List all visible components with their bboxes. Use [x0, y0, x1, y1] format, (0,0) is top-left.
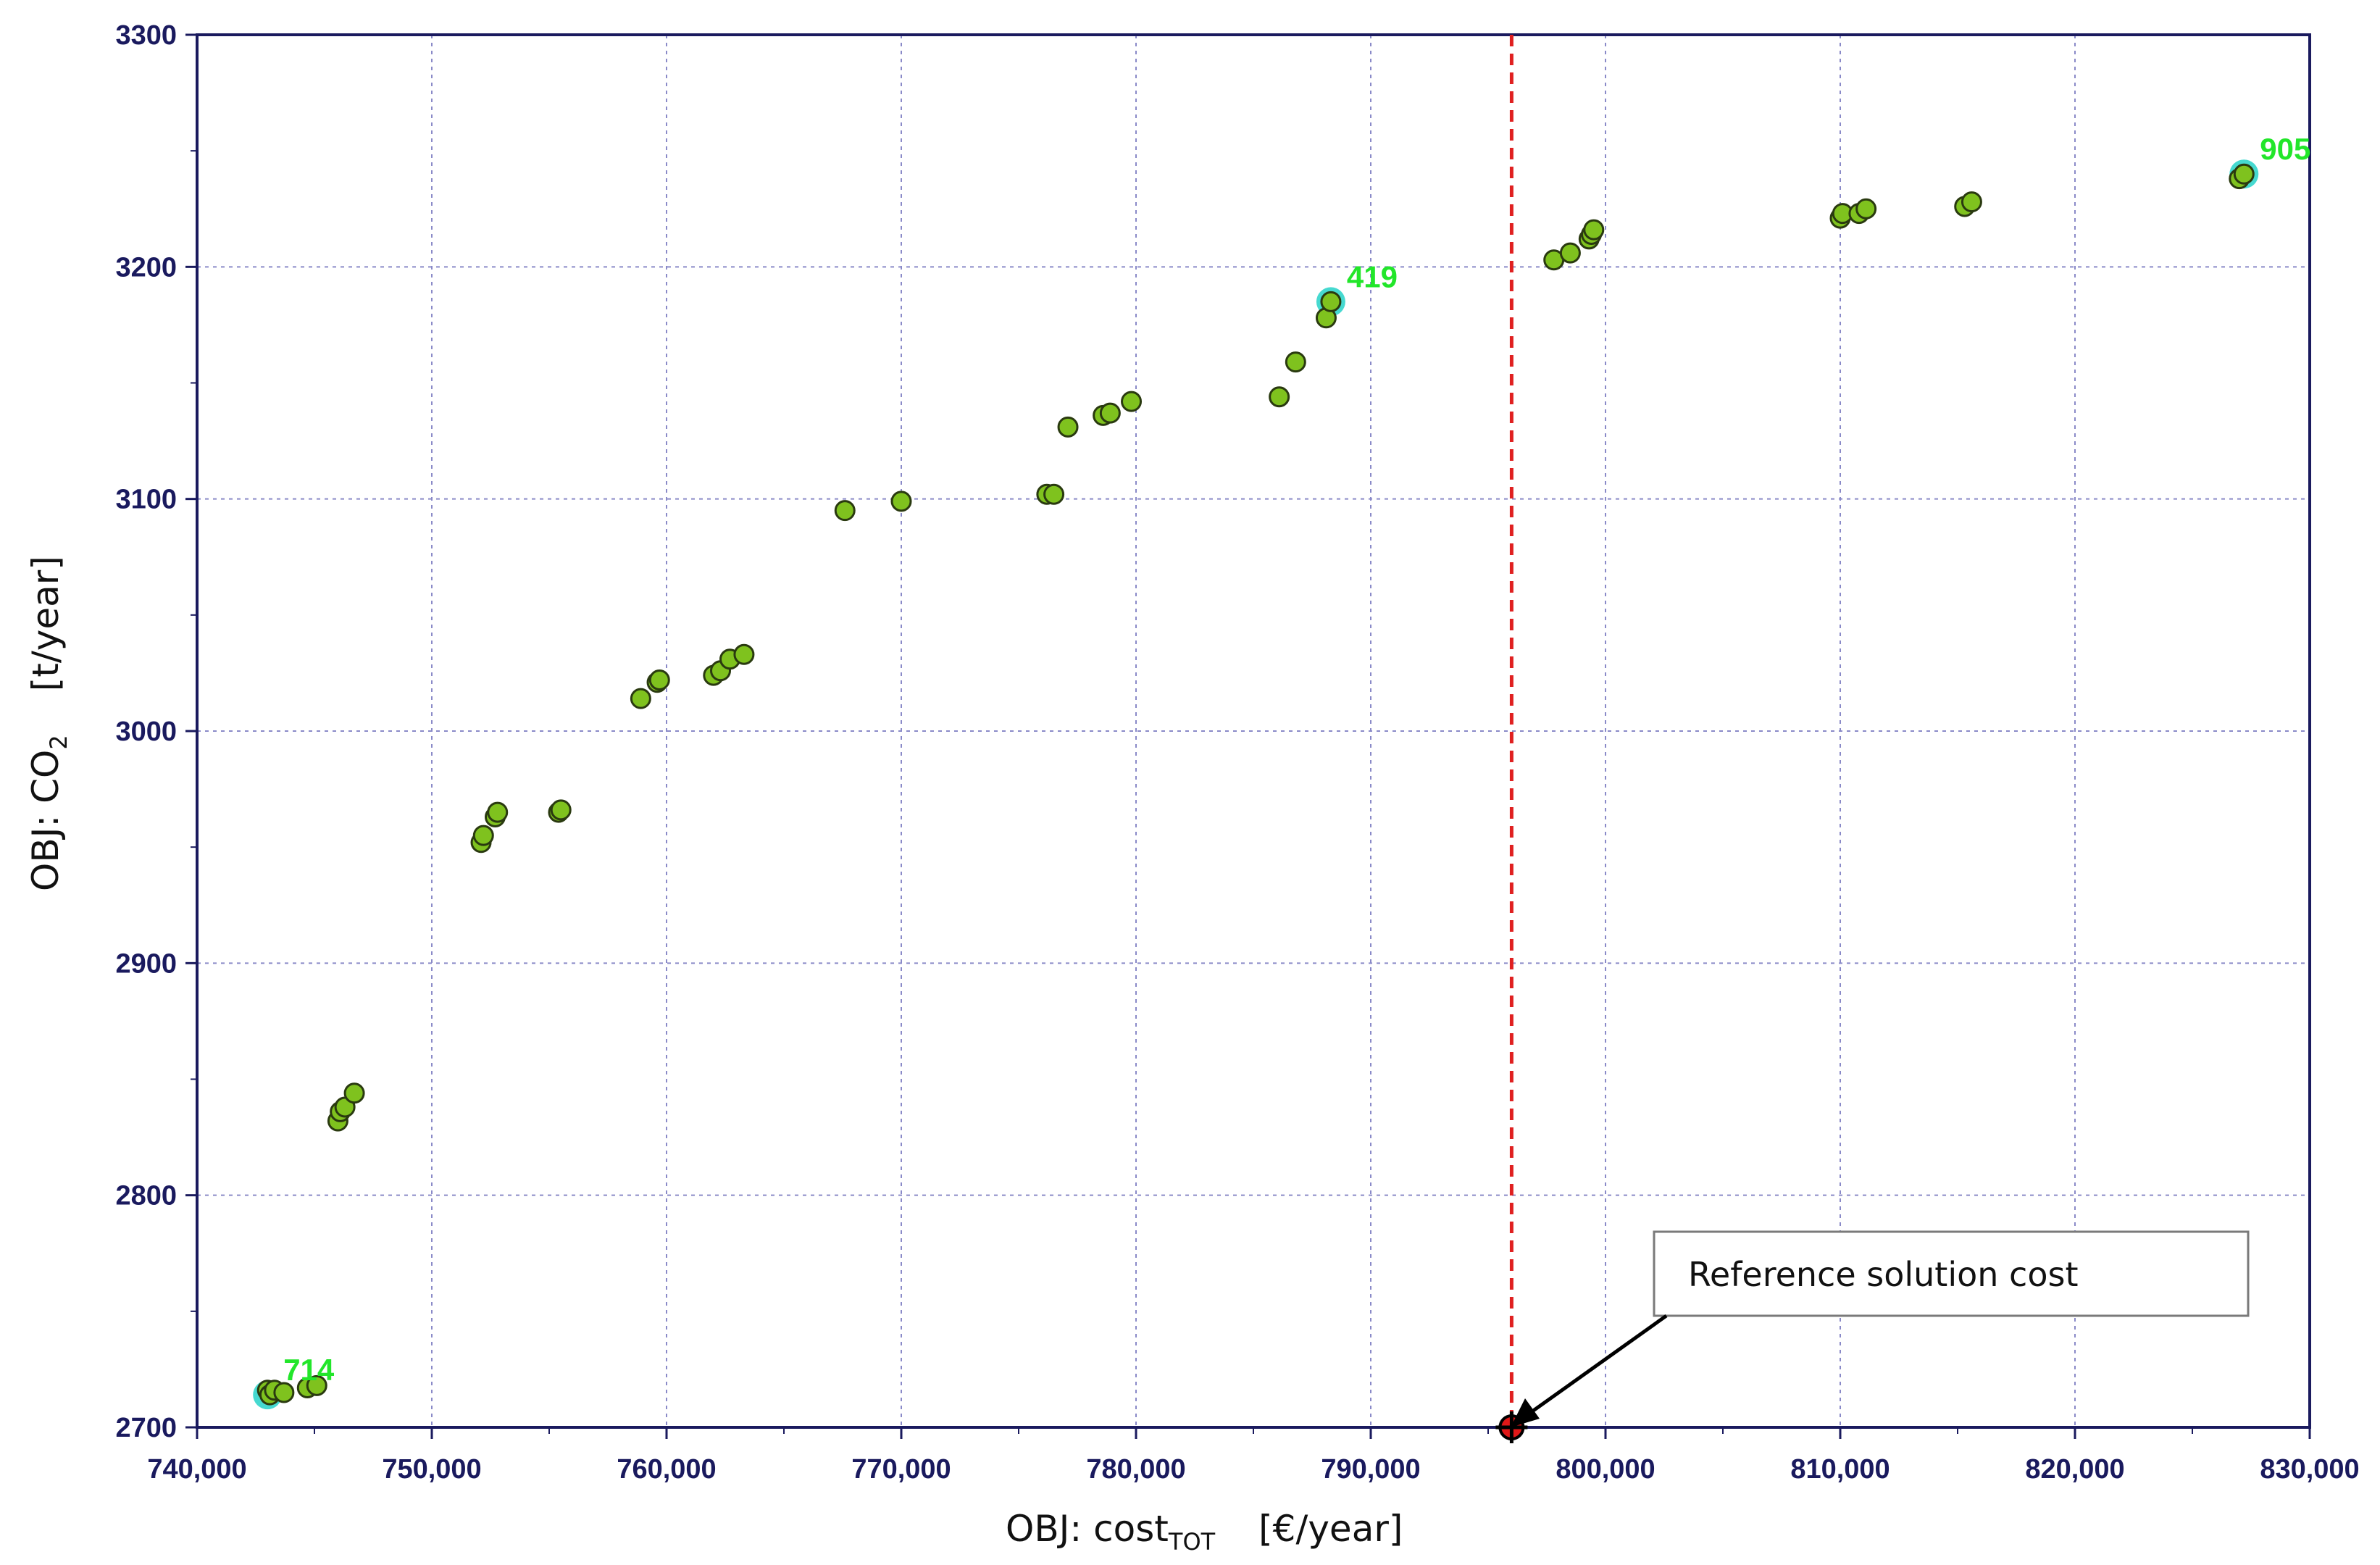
- y-tick-label: 2700: [115, 1413, 177, 1443]
- y-tick-label: 3000: [115, 717, 177, 747]
- x-tick-label: 820,000: [2025, 1454, 2124, 1485]
- data-point: [1043, 483, 1065, 505]
- x-tick-label: 770,000: [851, 1454, 951, 1485]
- data-point: [1320, 291, 1342, 312]
- data-point: [1269, 386, 1290, 408]
- data-point: [550, 799, 572, 821]
- data-point: [472, 825, 494, 846]
- y-tick-label: 3200: [115, 252, 177, 283]
- annotation-arrowhead: [1511, 1398, 1540, 1427]
- data-point: [306, 1374, 327, 1396]
- data-point: [1961, 191, 1982, 213]
- data-point: [834, 500, 856, 522]
- x-tick-label: 780,000: [1086, 1454, 1185, 1485]
- data-point: [648, 669, 670, 691]
- annotation-box: [1653, 1230, 2250, 1317]
- data-point: [1099, 402, 1121, 424]
- data-point: [1583, 219, 1605, 241]
- data-point: [1121, 391, 1143, 412]
- data-point: [2233, 163, 2255, 185]
- y-axis-title: OBJ: CO2 [t/year]: [25, 556, 72, 891]
- y-tick-label: 2800: [115, 1181, 177, 1211]
- y-tick-label: 2900: [115, 948, 177, 979]
- data-point: [343, 1082, 365, 1104]
- x-tick-label: 810,000: [1790, 1454, 1890, 1485]
- y-tick-label: 3300: [115, 20, 177, 51]
- plot-frame: [196, 33, 2311, 1429]
- point-label: 714: [283, 1353, 335, 1387]
- axes: 740,000 750,000 760,000 770,000 780,000 790,0…: [115, 20, 2359, 1485]
- x-axis-title-main: OBJ: cost: [1006, 1508, 1169, 1550]
- reference-annotation: Reference solution cost: [1511, 1230, 2250, 1427]
- x-axis-title-unit: [€/year]: [1258, 1508, 1403, 1550]
- x-tick-label: 800,000: [1556, 1454, 1655, 1485]
- data-point: [1057, 416, 1079, 438]
- reference-line: [1495, 35, 1528, 1443]
- y-axis-title-sub: 2: [45, 735, 72, 749]
- point-label: 905: [2260, 132, 2310, 166]
- y-axis-title-unit: [t/year]: [25, 556, 67, 691]
- data-point: [1285, 351, 1306, 373]
- data-points: [253, 159, 2259, 1410]
- x-tick-label: 760,000: [617, 1454, 716, 1485]
- x-tick-label: 740,000: [147, 1454, 246, 1485]
- x-tick-label: 830,000: [2260, 1454, 2359, 1485]
- point-labels: 714 419 905: [283, 132, 2310, 1387]
- annotation-arrow-line: [1524, 1314, 1668, 1419]
- point-label: 419: [1347, 259, 1398, 293]
- y-tick-label: 3100: [115, 485, 177, 515]
- y-axis-title-main: OBJ: CO: [25, 750, 67, 891]
- data-point: [1559, 242, 1581, 264]
- grid: [197, 35, 2310, 1427]
- data-point: [890, 491, 912, 512]
- x-axis-title-sub: TOT: [1168, 1528, 1216, 1556]
- annotation-text: Reference solution cost: [1688, 1255, 2078, 1294]
- data-point: [1855, 198, 1877, 220]
- data-point: [630, 688, 651, 709]
- x-tick-label: 790,000: [1321, 1454, 1420, 1485]
- data-point: [273, 1382, 295, 1403]
- x-tick-label: 750,000: [382, 1454, 481, 1485]
- x-axis-title: OBJ: costTOT [€/year]: [1006, 1508, 1403, 1556]
- data-point: [733, 643, 755, 665]
- data-point: [487, 801, 509, 823]
